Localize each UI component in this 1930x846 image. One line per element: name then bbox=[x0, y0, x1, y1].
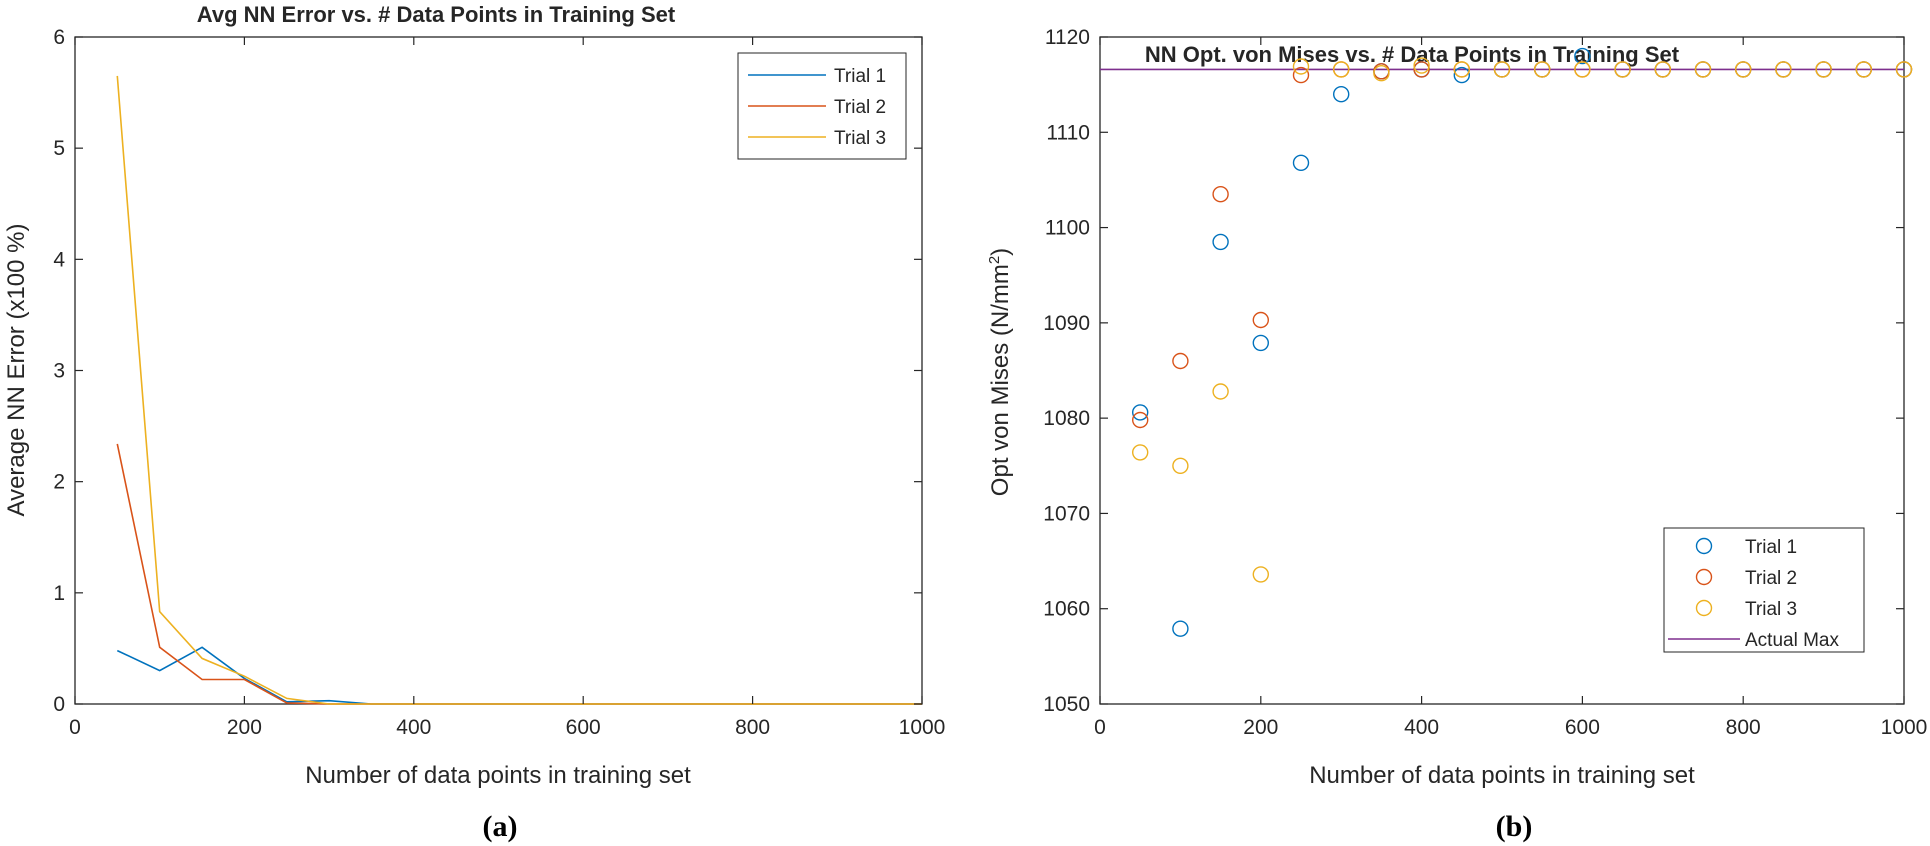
0-ytick-label: 3 bbox=[53, 360, 65, 383]
scatter-point-trial-1 bbox=[1172, 620, 1189, 637]
legend-label-trial-1: Trial 1 bbox=[1745, 537, 1797, 558]
panel-b-series-layer bbox=[1100, 47, 1913, 637]
panel-b-label: (b) bbox=[1496, 810, 1533, 843]
0-ytick-label: 0 bbox=[53, 693, 65, 716]
scatter-point-trial-1 bbox=[1574, 47, 1591, 65]
scatter-point-trial-3 bbox=[1131, 444, 1149, 461]
scatter-point-trial-3 bbox=[1332, 61, 1350, 78]
1-ytick-label: 1050 bbox=[1043, 693, 1090, 716]
scatter-point-trial-1 bbox=[1292, 154, 1310, 172]
legend-label-trial-2: Trial 2 bbox=[1745, 568, 1797, 589]
scatter-point-trial-1 bbox=[1131, 404, 1149, 421]
scatter-point-trial-1 bbox=[1453, 66, 1471, 84]
1-ytick-label: 1100 bbox=[1045, 217, 1090, 240]
scatter-point-trial-1 bbox=[1252, 334, 1270, 352]
0-xtick-label: 200 bbox=[227, 716, 262, 739]
scatter-point-trial-3 bbox=[1533, 61, 1551, 78]
scatter-point-trial-3 bbox=[1252, 566, 1270, 583]
panel-b-ticks: 0 200 400 600 800 1000 1050 1060 1070 1080 1090 110… bbox=[1043, 26, 1927, 739]
panel-a-series-layer bbox=[116, 75, 922, 705]
legend-label-trial-3: Trial 3 bbox=[834, 128, 886, 149]
panel-a-label: (a) bbox=[483, 810, 518, 843]
scatter-point-trial-2 bbox=[1292, 66, 1310, 84]
panel-a-legend: Trial 1 Trial 2 Trial 3 bbox=[737, 52, 907, 160]
panel-b-plot-area bbox=[1099, 36, 1905, 705]
scatter-point-trial-3 bbox=[1373, 64, 1390, 82]
scatter-point-trial-3 bbox=[1413, 57, 1430, 74]
panel-b-ylabel-main: Opt von Mises (N/mm bbox=[987, 264, 1014, 496]
1-xtick-label: 400 bbox=[1404, 716, 1439, 739]
legend-label-trial-2: Trial 2 bbox=[834, 97, 886, 118]
0-xtick-label: 600 bbox=[566, 716, 601, 739]
0-xtick-label: 400 bbox=[396, 716, 431, 739]
1-ytick-label: 1090 bbox=[1043, 312, 1090, 335]
panel-a-ylabel: Average NN Error (x100 %) bbox=[3, 224, 30, 517]
panel-a-error-chart: Avg NN Error vs. # Data Points in Traini… bbox=[3, 2, 945, 843]
legend-label-actual-max: Actual Max bbox=[1745, 630, 1839, 651]
1-xtick-label: 800 bbox=[1726, 716, 1761, 739]
panel-b-title: NN Opt. von Mises vs. # Data Points in T… bbox=[1145, 42, 1680, 67]
scatter-point-trial-3 bbox=[1855, 61, 1873, 78]
scatter-point-trial-3 bbox=[1614, 61, 1631, 78]
0-xtick-label: 800 bbox=[735, 716, 770, 739]
legend-label-trial-3: Trial 3 bbox=[1745, 599, 1797, 620]
1-xtick-label: 0 bbox=[1094, 716, 1106, 739]
panel-b-ylabel-end: ) bbox=[987, 248, 1014, 256]
0-xtick-label: 0 bbox=[69, 716, 81, 739]
0-ytick-label: 1 bbox=[53, 582, 65, 605]
legend-marker-trial-3 bbox=[1695, 599, 1713, 617]
scatter-point-trial-3 bbox=[1212, 383, 1229, 400]
scatter-point-trial-3 bbox=[1895, 61, 1913, 78]
1-ytick-label: 1120 bbox=[1045, 26, 1090, 49]
scatter-point-trial-3 bbox=[1172, 457, 1189, 474]
0-ytick-label: 4 bbox=[53, 248, 65, 271]
panel-a-ticks: 0 200 400 600 800 1000 0 1 2 3 4 5 6 bbox=[53, 26, 945, 739]
scatter-point-trial-2 bbox=[1131, 411, 1149, 429]
scatter-point-trial-2 bbox=[1252, 311, 1270, 329]
panel-a-xlabel: Number of data points in training set bbox=[305, 762, 691, 789]
series-line-trial-2 bbox=[116, 443, 922, 705]
scatter-point-trial-3 bbox=[1694, 61, 1712, 78]
1-ytick-label: 1080 bbox=[1043, 407, 1090, 430]
scatter-point-trial-3 bbox=[1493, 61, 1511, 78]
legend-marker-trial-2 bbox=[1695, 568, 1713, 586]
scatter-point-trial-2 bbox=[1413, 61, 1430, 78]
1-ytick-label: 1110 bbox=[1046, 121, 1090, 144]
1-xtick-label: 1000 bbox=[1881, 716, 1928, 739]
series-line-trial-3 bbox=[116, 75, 922, 705]
scatter-point-trial-3 bbox=[1815, 61, 1832, 78]
scatter-point-trial-2 bbox=[1172, 352, 1189, 370]
1-ytick-label: 1060 bbox=[1043, 598, 1090, 621]
1-xtick-label: 200 bbox=[1243, 716, 1278, 739]
scatter-point-trial-2 bbox=[1212, 185, 1229, 203]
legend-marker-trial-1 bbox=[1695, 537, 1713, 555]
scatter-point-trial-1 bbox=[1332, 85, 1350, 103]
series-line-trial-1 bbox=[116, 646, 922, 705]
1-xtick-label: 600 bbox=[1565, 716, 1600, 739]
1-ytick-label: 1070 bbox=[1043, 502, 1090, 525]
scatter-point-trial-1 bbox=[1212, 233, 1229, 251]
panel-b-vonmises-chart: NN Opt. von Mises vs. # Data Points in T… bbox=[986, 26, 1927, 843]
scatter-point-trial-3 bbox=[1654, 61, 1672, 78]
scatter-point-trial-3 bbox=[1734, 61, 1752, 78]
0-ytick-label: 5 bbox=[53, 137, 65, 160]
0-ytick-label: 6 bbox=[53, 26, 65, 49]
panel-b-ylabel: Opt von Mises (N/mm2) bbox=[986, 248, 1014, 496]
panel-b-xlabel: Number of data points in training set bbox=[1309, 762, 1695, 789]
panel-b-legend: Trial 1 Trial 2 Trial 3 Actual Max bbox=[1663, 527, 1865, 653]
scatter-point-trial-3 bbox=[1775, 61, 1792, 78]
scatter-point-trial-3 bbox=[1574, 61, 1591, 78]
panel-b-ylabel-sup: 2 bbox=[986, 256, 1003, 264]
scatter-point-trial-3 bbox=[1292, 58, 1310, 75]
scatter-point-trial-3 bbox=[1453, 61, 1471, 78]
legend-label-trial-1: Trial 1 bbox=[834, 66, 886, 87]
panel-a-title: Avg NN Error vs. # Data Points in Traini… bbox=[197, 2, 676, 27]
0-xtick-label: 1000 bbox=[899, 716, 946, 739]
0-ytick-label: 2 bbox=[53, 471, 65, 494]
